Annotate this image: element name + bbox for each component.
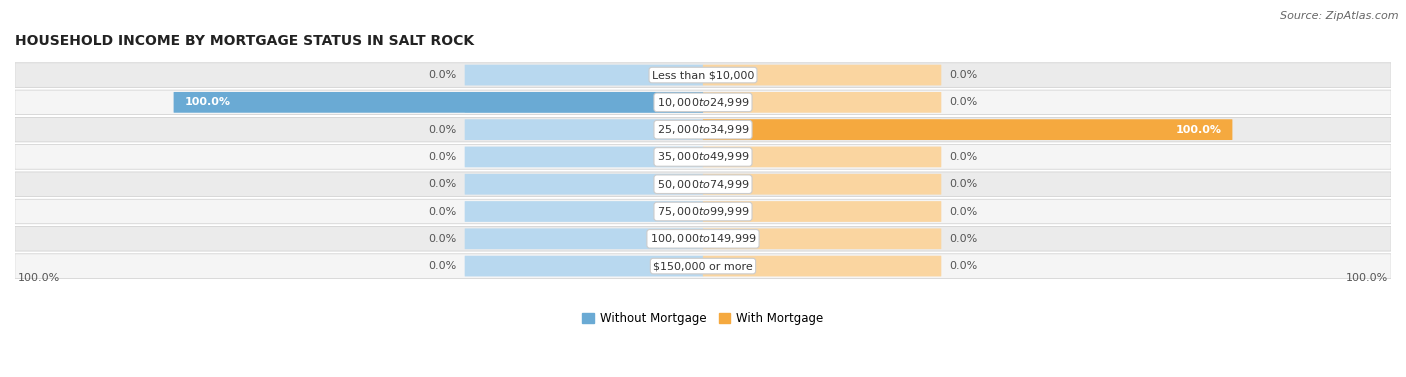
FancyBboxPatch shape	[15, 90, 1391, 115]
Text: $100,000 to $149,999: $100,000 to $149,999	[650, 232, 756, 245]
FancyBboxPatch shape	[15, 172, 1391, 196]
Text: 100.0%: 100.0%	[184, 97, 231, 107]
FancyBboxPatch shape	[15, 254, 1391, 278]
FancyBboxPatch shape	[703, 201, 941, 222]
FancyBboxPatch shape	[465, 174, 703, 195]
Text: 0.0%: 0.0%	[429, 234, 457, 244]
FancyBboxPatch shape	[15, 117, 1391, 142]
FancyBboxPatch shape	[703, 256, 941, 276]
FancyBboxPatch shape	[465, 147, 703, 167]
FancyBboxPatch shape	[703, 147, 941, 167]
Text: 0.0%: 0.0%	[949, 234, 977, 244]
FancyBboxPatch shape	[465, 256, 703, 276]
FancyBboxPatch shape	[15, 63, 1391, 87]
FancyBboxPatch shape	[173, 92, 703, 113]
FancyBboxPatch shape	[465, 65, 703, 86]
FancyBboxPatch shape	[703, 119, 1233, 140]
FancyBboxPatch shape	[703, 92, 941, 113]
FancyBboxPatch shape	[465, 92, 703, 113]
FancyBboxPatch shape	[703, 228, 941, 249]
Text: 0.0%: 0.0%	[429, 70, 457, 80]
FancyBboxPatch shape	[465, 201, 703, 222]
FancyBboxPatch shape	[465, 119, 703, 140]
Text: 0.0%: 0.0%	[429, 179, 457, 189]
Text: $25,000 to $34,999: $25,000 to $34,999	[657, 123, 749, 136]
FancyBboxPatch shape	[15, 199, 1391, 224]
Text: 0.0%: 0.0%	[949, 70, 977, 80]
Text: $150,000 or more: $150,000 or more	[654, 261, 752, 271]
Text: 0.0%: 0.0%	[949, 97, 977, 107]
Legend: Without Mortgage, With Mortgage: Without Mortgage, With Mortgage	[578, 307, 828, 330]
Text: 100.0%: 100.0%	[1175, 125, 1222, 135]
Text: 0.0%: 0.0%	[429, 261, 457, 271]
Text: 0.0%: 0.0%	[949, 152, 977, 162]
FancyBboxPatch shape	[703, 119, 941, 140]
FancyBboxPatch shape	[703, 174, 941, 195]
Text: Source: ZipAtlas.com: Source: ZipAtlas.com	[1281, 11, 1399, 21]
FancyBboxPatch shape	[703, 65, 941, 86]
Text: 100.0%: 100.0%	[1346, 273, 1388, 283]
Text: 0.0%: 0.0%	[949, 207, 977, 216]
Text: 0.0%: 0.0%	[429, 125, 457, 135]
Text: Less than $10,000: Less than $10,000	[652, 70, 754, 80]
FancyBboxPatch shape	[15, 145, 1391, 169]
Text: 0.0%: 0.0%	[949, 179, 977, 189]
Text: 100.0%: 100.0%	[18, 273, 60, 283]
Text: 0.0%: 0.0%	[429, 152, 457, 162]
FancyBboxPatch shape	[15, 227, 1391, 251]
Text: $50,000 to $74,999: $50,000 to $74,999	[657, 178, 749, 191]
Text: 0.0%: 0.0%	[429, 207, 457, 216]
Text: $35,000 to $49,999: $35,000 to $49,999	[657, 150, 749, 164]
FancyBboxPatch shape	[465, 228, 703, 249]
Text: HOUSEHOLD INCOME BY MORTGAGE STATUS IN SALT ROCK: HOUSEHOLD INCOME BY MORTGAGE STATUS IN S…	[15, 34, 474, 48]
Text: 0.0%: 0.0%	[949, 261, 977, 271]
Text: $10,000 to $24,999: $10,000 to $24,999	[657, 96, 749, 109]
Text: $75,000 to $99,999: $75,000 to $99,999	[657, 205, 749, 218]
